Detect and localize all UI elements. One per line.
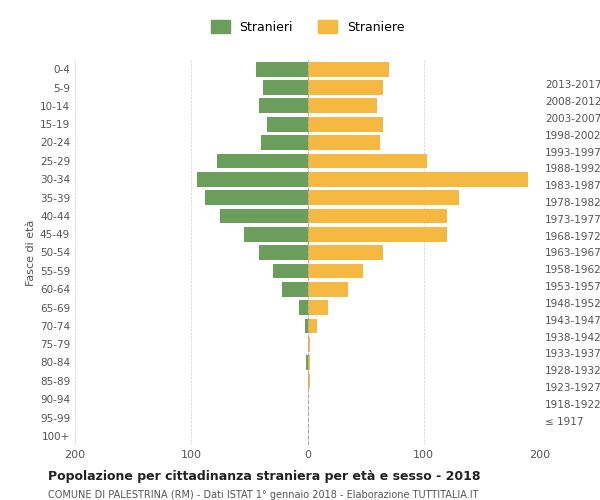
Bar [308,355,310,370]
Bar [308,80,383,95]
Bar [308,98,377,113]
Bar [197,172,308,186]
Text: Popolazione per cittadinanza straniera per età e sesso - 2018: Popolazione per cittadinanza straniera p… [48,470,481,483]
Bar [259,245,308,260]
Bar [305,318,308,333]
Bar [308,117,383,132]
Bar [272,264,308,278]
Y-axis label: Fasce di età: Fasce di età [26,220,36,286]
Bar [308,374,310,388]
Bar [308,208,447,223]
Bar [308,337,310,351]
Legend: Stranieri, Straniere: Stranieri, Straniere [207,16,408,38]
Bar [308,154,427,168]
Bar [308,62,389,76]
Bar [256,62,308,76]
Bar [308,227,447,242]
Bar [308,172,529,186]
Bar [261,135,308,150]
Bar [308,318,317,333]
Bar [299,300,308,315]
Bar [308,135,380,150]
Bar [263,80,308,95]
Bar [308,264,364,278]
Text: COMUNE DI PALESTRINA (RM) - Dati ISTAT 1° gennaio 2018 - Elaborazione TUTTITALIA: COMUNE DI PALESTRINA (RM) - Dati ISTAT 1… [48,490,479,500]
Bar [205,190,308,205]
Bar [282,282,308,296]
Bar [267,117,308,132]
Bar [308,300,328,315]
Bar [220,208,308,223]
Bar [308,190,458,205]
Bar [259,98,308,113]
Bar [307,355,308,370]
Bar [308,245,383,260]
Bar [308,282,348,296]
Bar [217,154,308,168]
Bar [244,227,308,242]
